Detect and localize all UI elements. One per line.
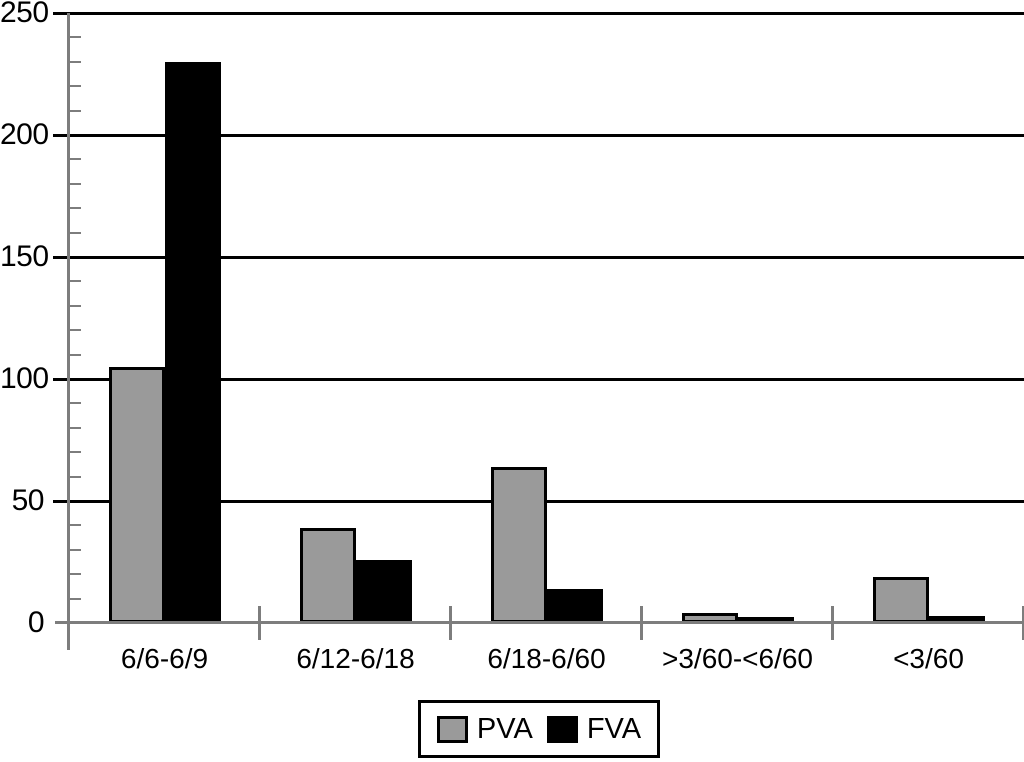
y-minor-tick: [68, 573, 81, 576]
y-minor-tick: [68, 109, 81, 112]
y-minor-tick: [68, 426, 81, 429]
y-minor-tick: [68, 207, 81, 210]
x-axis-category-label: 6/12-6/18: [296, 643, 415, 674]
y-axis-tick-label: 150: [0, 240, 49, 273]
legend-item-fva: FVA: [546, 712, 642, 745]
x-axis-category-label: 6/18-6/60: [487, 643, 606, 674]
y-minor-tick: [68, 36, 81, 39]
y-axis-tick-label: 100: [0, 362, 49, 395]
y-minor-tick: [68, 597, 81, 600]
bar-fva-0: [164, 61, 221, 623]
y-minor-tick: [68, 451, 81, 454]
y-minor-tick: [68, 85, 81, 88]
bar-pva-0: [108, 366, 165, 623]
y-minor-tick: [68, 60, 81, 63]
legend-label-fva: FVA: [586, 712, 642, 745]
pva-swatch-icon: [436, 715, 468, 743]
x-axis-labels: 6/6-6/9 6/12-6/18 6/18-6/60 >3/60-<6/60 <3/6…: [0, 642, 1024, 678]
x-axis-category-label: >3/60-<6/60: [661, 643, 814, 674]
y-minor-tick: [68, 475, 81, 478]
y-minor-tick: [68, 158, 81, 161]
x-axis-category-label: <3/60: [893, 643, 964, 674]
y-axis-line: [67, 13, 70, 650]
y-minor-tick: [68, 402, 81, 405]
y-axis-tick-label: 200: [0, 118, 49, 151]
gridline-250: [53, 11, 1024, 15]
y-minor-tick: [68, 182, 81, 185]
y-axis-tick-label: 0: [27, 606, 45, 639]
bar-pva-4: [872, 576, 929, 623]
bar-fva-1: [355, 559, 412, 623]
y-minor-tick: [68, 524, 81, 527]
x-axis-category-label: 6/6-6/9: [120, 643, 209, 674]
y-minor-tick: [68, 548, 81, 551]
legend-item-pva: PVA: [436, 712, 533, 745]
y-minor-tick: [68, 353, 81, 356]
gridline-150: [53, 255, 1024, 259]
plot-area: [53, 11, 1024, 640]
gridline-100: [53, 377, 1024, 381]
y-axis-tick-label: 50: [11, 484, 45, 517]
bar-pva-2: [490, 466, 547, 623]
y-minor-tick: [68, 304, 81, 307]
bar-pva-1: [299, 527, 356, 623]
y-minor-tick: [68, 280, 81, 283]
legend-label-pva: PVA: [476, 712, 533, 745]
y-axis-labels: 0 50 100 150 200 250: [0, 0, 49, 638]
fva-swatch-icon: [546, 715, 578, 743]
y-minor-tick: [68, 329, 81, 332]
y-minor-tick: [68, 231, 81, 234]
gridline-200: [53, 133, 1024, 137]
legend: PVA FVA: [418, 700, 660, 758]
y-axis-tick-label: 250: [0, 0, 49, 29]
bar-fva-2: [546, 588, 603, 623]
x-axis-line: [55, 621, 1024, 624]
